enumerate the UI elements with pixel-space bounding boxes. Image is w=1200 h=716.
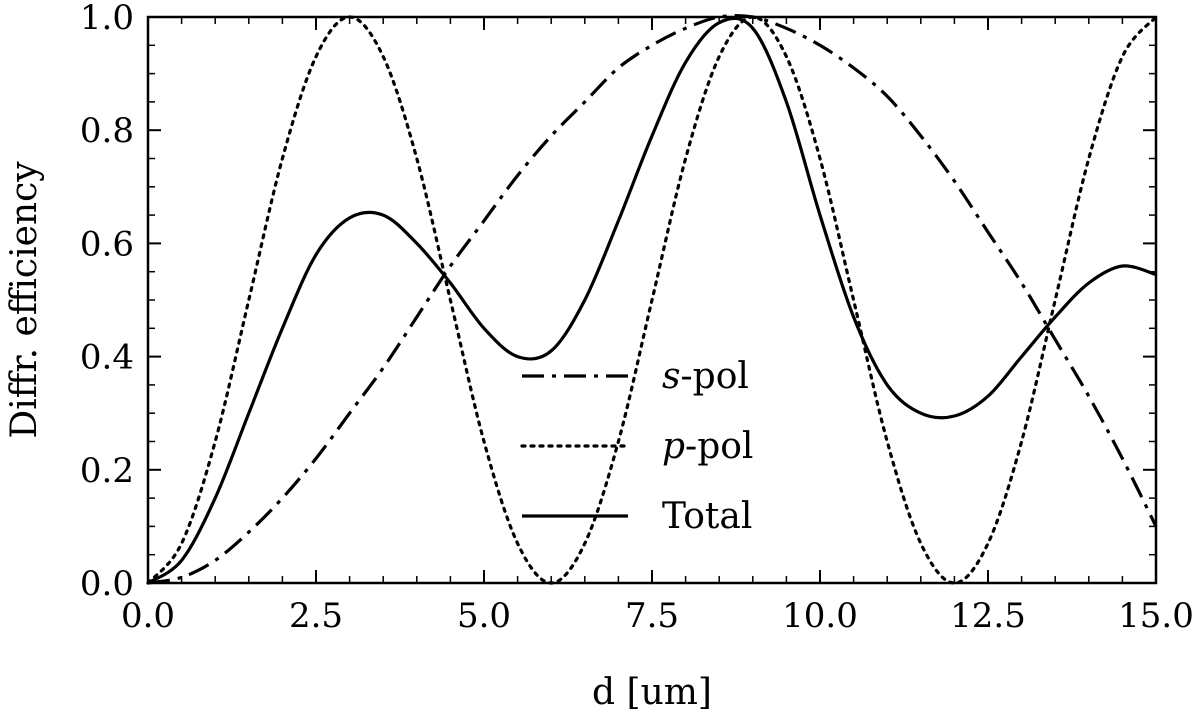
x-tick-label: 5.0 [457, 596, 511, 636]
legend: s-pol p-pol Total [520, 356, 753, 537]
x-axis-label: d [um] [592, 672, 712, 713]
tick-labels: 0.0 2.5 5.0 7.5 10.0 12.5 15.0 0.0 0.2 0.4 0.6 0.8 1… [80, 0, 1194, 636]
y-tick-label: 0.2 [80, 451, 134, 491]
x-tick-label: 15.0 [1118, 596, 1194, 636]
legend-label-total: Total [662, 496, 752, 537]
y-tick-label: 0.0 [80, 564, 134, 604]
y-axis-label: Diffr. efficiency [4, 161, 45, 439]
series-line-total [147, 16, 1157, 585]
ticks [147, 16, 1157, 584]
series-line-s-pol [147, 13, 1158, 585]
series-lines [146, 13, 1158, 585]
x-tick-label: 12.5 [950, 596, 1026, 636]
legend-label-p-pol: p-pol [662, 426, 753, 467]
x-tick-label: 2.5 [289, 596, 343, 636]
series-line-p-pol [146, 15, 1158, 585]
legend-label-s-pol: s-pol [662, 356, 749, 397]
y-tick-label: 0.4 [80, 338, 134, 378]
x-tick-label: 0.0 [121, 596, 175, 636]
x-tick-label: 10.0 [782, 596, 858, 636]
x-tick-label: 7.5 [625, 596, 679, 636]
y-tick-label: 0.8 [80, 111, 134, 151]
y-tick-label: 1.0 [80, 0, 134, 38]
y-tick-label: 0.6 [80, 224, 134, 264]
